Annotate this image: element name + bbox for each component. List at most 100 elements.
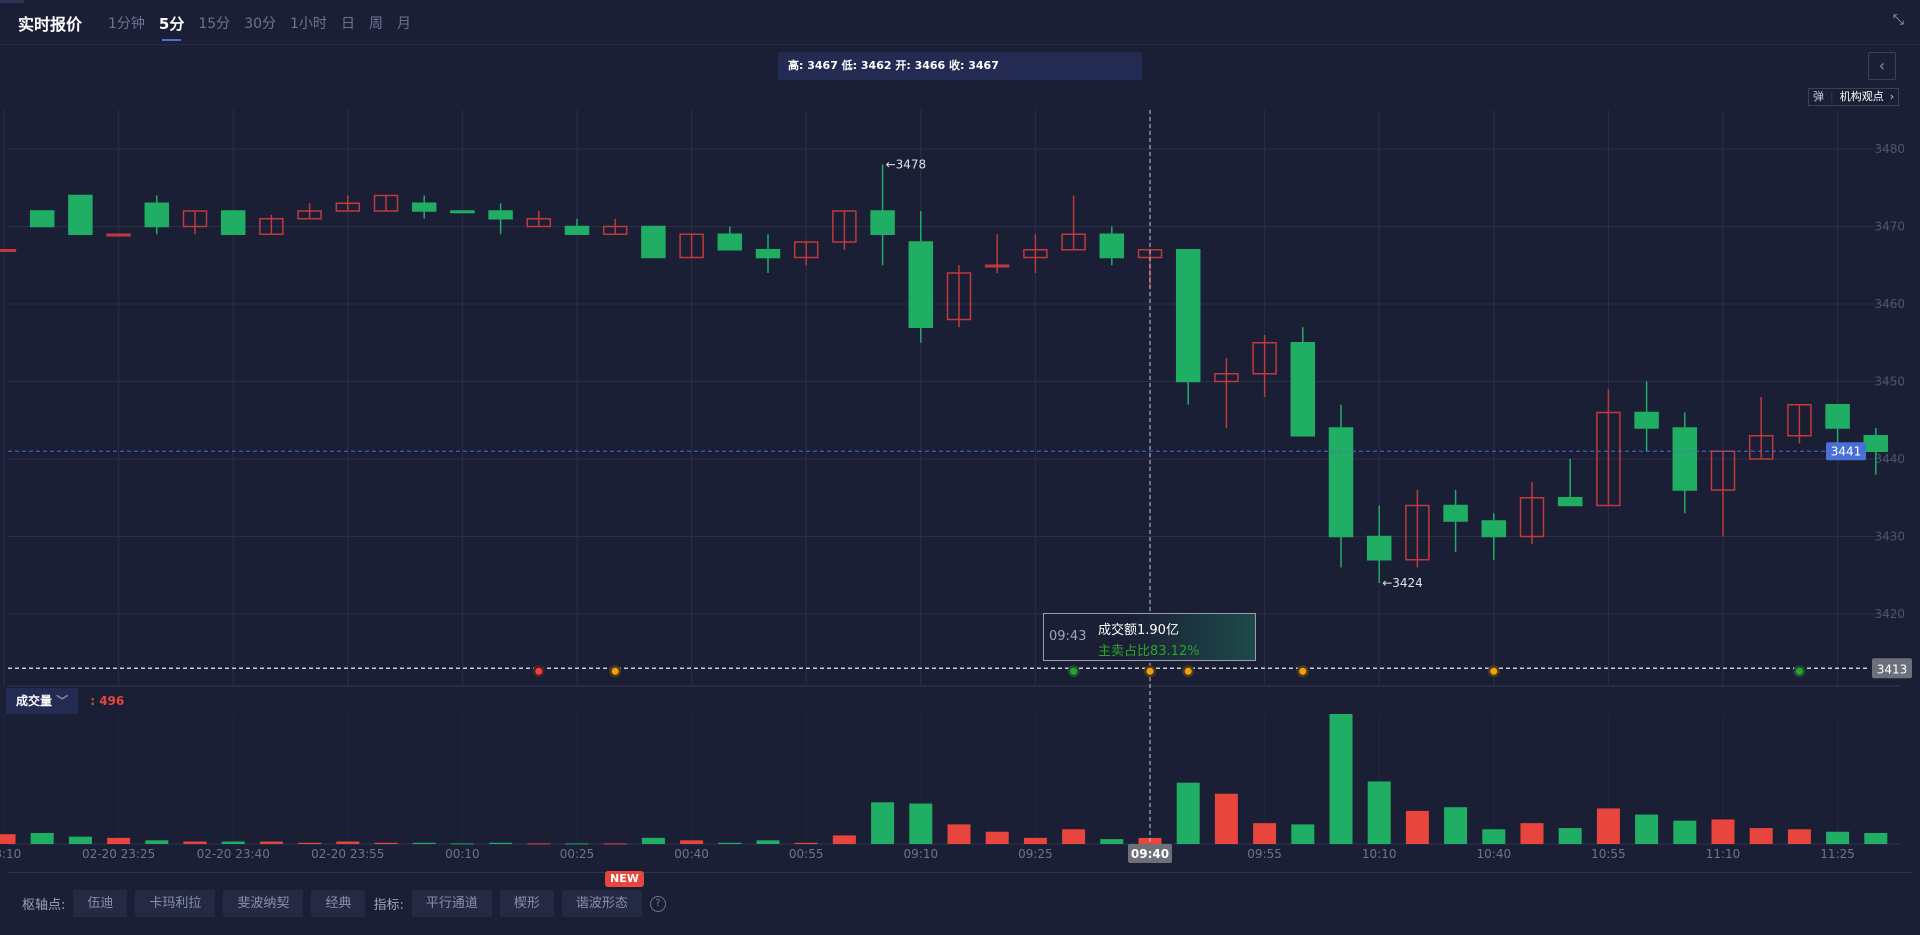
- candle-body: [373, 194, 399, 212]
- candle: [259, 214, 284, 235]
- volume-bar: [565, 843, 589, 845]
- volume-bar: [1864, 832, 1888, 844]
- candle-body: [526, 218, 552, 228]
- volume-bar: [1596, 808, 1620, 844]
- candle: [1252, 335, 1277, 397]
- candle-body: [755, 249, 781, 259]
- tab-1hour[interactable]: 1小时: [290, 16, 327, 32]
- tab-5min[interactable]: 5分: [158, 15, 185, 41]
- candle-body: [1328, 427, 1354, 538]
- viewpoint-button[interactable]: 弹 | 机构观点 ›: [1808, 88, 1900, 106]
- volume-bar: [1711, 819, 1735, 844]
- corner-decoration: [0, 0, 24, 3]
- candle-body: [488, 210, 513, 220]
- wedge-button[interactable]: 楔形: [499, 890, 554, 917]
- candle: [832, 210, 857, 250]
- parallel-channel-button[interactable]: 平行通道: [411, 890, 492, 917]
- x-tick-label: 00:55: [789, 847, 824, 861]
- pivot-camarilla-button[interactable]: 卡玛利拉: [135, 890, 216, 917]
- volume-bar: [985, 831, 1009, 844]
- x-tick-label: 10:40: [1477, 847, 1512, 861]
- candle: [526, 211, 552, 228]
- candle-body: [793, 241, 819, 259]
- candle: [335, 195, 361, 212]
- popup-icon[interactable]: 弹: [1813, 90, 1824, 103]
- candle: [1214, 358, 1239, 428]
- volume-bar: [1062, 829, 1086, 844]
- tab-month[interactable]: 月: [396, 16, 411, 32]
- pivot-fibonacci-button[interactable]: 斐波纳契: [223, 890, 304, 917]
- crosshair-time-label: 09:40: [1131, 847, 1169, 861]
- y-tick-label: 3470: [1874, 220, 1905, 234]
- header: 实时报价 1分钟 5分 15分 30分 1小时 日 周 月 ⤡: [0, 0, 1920, 45]
- x-tick-label: 02-20 23:25: [82, 847, 155, 861]
- candle-body: [984, 264, 1010, 268]
- candle: [984, 234, 1010, 273]
- coin-2-icon-dot: [1299, 667, 1307, 675]
- pivot-classic-button[interactable]: 经典: [311, 890, 366, 917]
- signal-green-icon-dot: [1070, 667, 1078, 675]
- candle-body: [1787, 404, 1812, 437]
- tab-1min[interactable]: 1分钟: [108, 16, 145, 32]
- candle-body: [717, 233, 743, 251]
- tab-15min[interactable]: 15分: [198, 16, 231, 32]
- volume-bar: [871, 802, 895, 844]
- candle: [0, 249, 17, 252]
- tab-week[interactable]: 周: [368, 16, 383, 32]
- help-icon[interactable]: ?: [649, 895, 666, 912]
- new-badge: NEW: [605, 871, 644, 887]
- volume-bar: [680, 840, 704, 844]
- volume-bar: [1023, 837, 1047, 844]
- coin-2-icon-dot: [1184, 667, 1192, 675]
- candle-body: [106, 233, 131, 237]
- candle: [1596, 389, 1621, 507]
- volume-bar: [450, 843, 474, 845]
- volume-bar: [336, 841, 360, 844]
- pivot-woodie-button[interactable]: 伍迪: [73, 890, 128, 917]
- tooltip-amount: 成交额1.90亿: [1098, 623, 1179, 638]
- candle: [1099, 226, 1125, 266]
- volume-bar: [30, 832, 54, 844]
- volume-legend: 成交量 ﹀ : 496: [6, 688, 124, 714]
- candle: [641, 225, 666, 259]
- candle-body: [68, 194, 93, 235]
- candle: [564, 218, 590, 235]
- candle-body: [602, 225, 628, 235]
- candle: [1366, 505, 1392, 583]
- volume-bar: [412, 842, 436, 844]
- tooltip-time: 09:43: [1049, 629, 1087, 644]
- chevron-left-icon[interactable]: ‹: [1868, 52, 1896, 80]
- x-tick-label: 09:25: [1018, 847, 1053, 861]
- candle: [1748, 397, 1774, 460]
- collapse-icon[interactable]: ⤡: [1892, 12, 1904, 28]
- candle: [106, 233, 131, 237]
- candle-body: [564, 225, 590, 235]
- candle: [220, 210, 246, 235]
- candle-body: [220, 210, 246, 235]
- tab-30min[interactable]: 30分: [244, 16, 277, 32]
- volume-indicator-select[interactable]: 成交量 ﹀: [6, 688, 79, 714]
- y-tick-label: 3430: [1874, 530, 1905, 544]
- harmonic-pattern-button[interactable]: 谐波形态 NEW: [561, 871, 644, 917]
- candle: [946, 265, 972, 328]
- crosshair-price-badge: [1872, 658, 1912, 679]
- candle: [450, 210, 475, 214]
- volume-value: : 496: [90, 694, 125, 708]
- volume-bar: [259, 841, 283, 844]
- volume-bar: [221, 841, 245, 844]
- candle: [870, 164, 895, 266]
- last-price-label: 3441: [1831, 444, 1862, 458]
- tab-day[interactable]: 日: [340, 16, 355, 32]
- volume-bar: [1635, 814, 1659, 844]
- page-title: 实时报价: [18, 15, 83, 34]
- volume-bar: [1482, 829, 1506, 844]
- x-tick-label: 11:25: [1820, 847, 1855, 861]
- candle: [908, 211, 934, 343]
- divider: |: [1830, 90, 1834, 103]
- candle-body: [641, 225, 666, 259]
- candle: [1443, 490, 1468, 552]
- candle-body: [1519, 497, 1545, 538]
- high-annotation: ←3478: [886, 158, 927, 172]
- candle: [1863, 428, 1889, 475]
